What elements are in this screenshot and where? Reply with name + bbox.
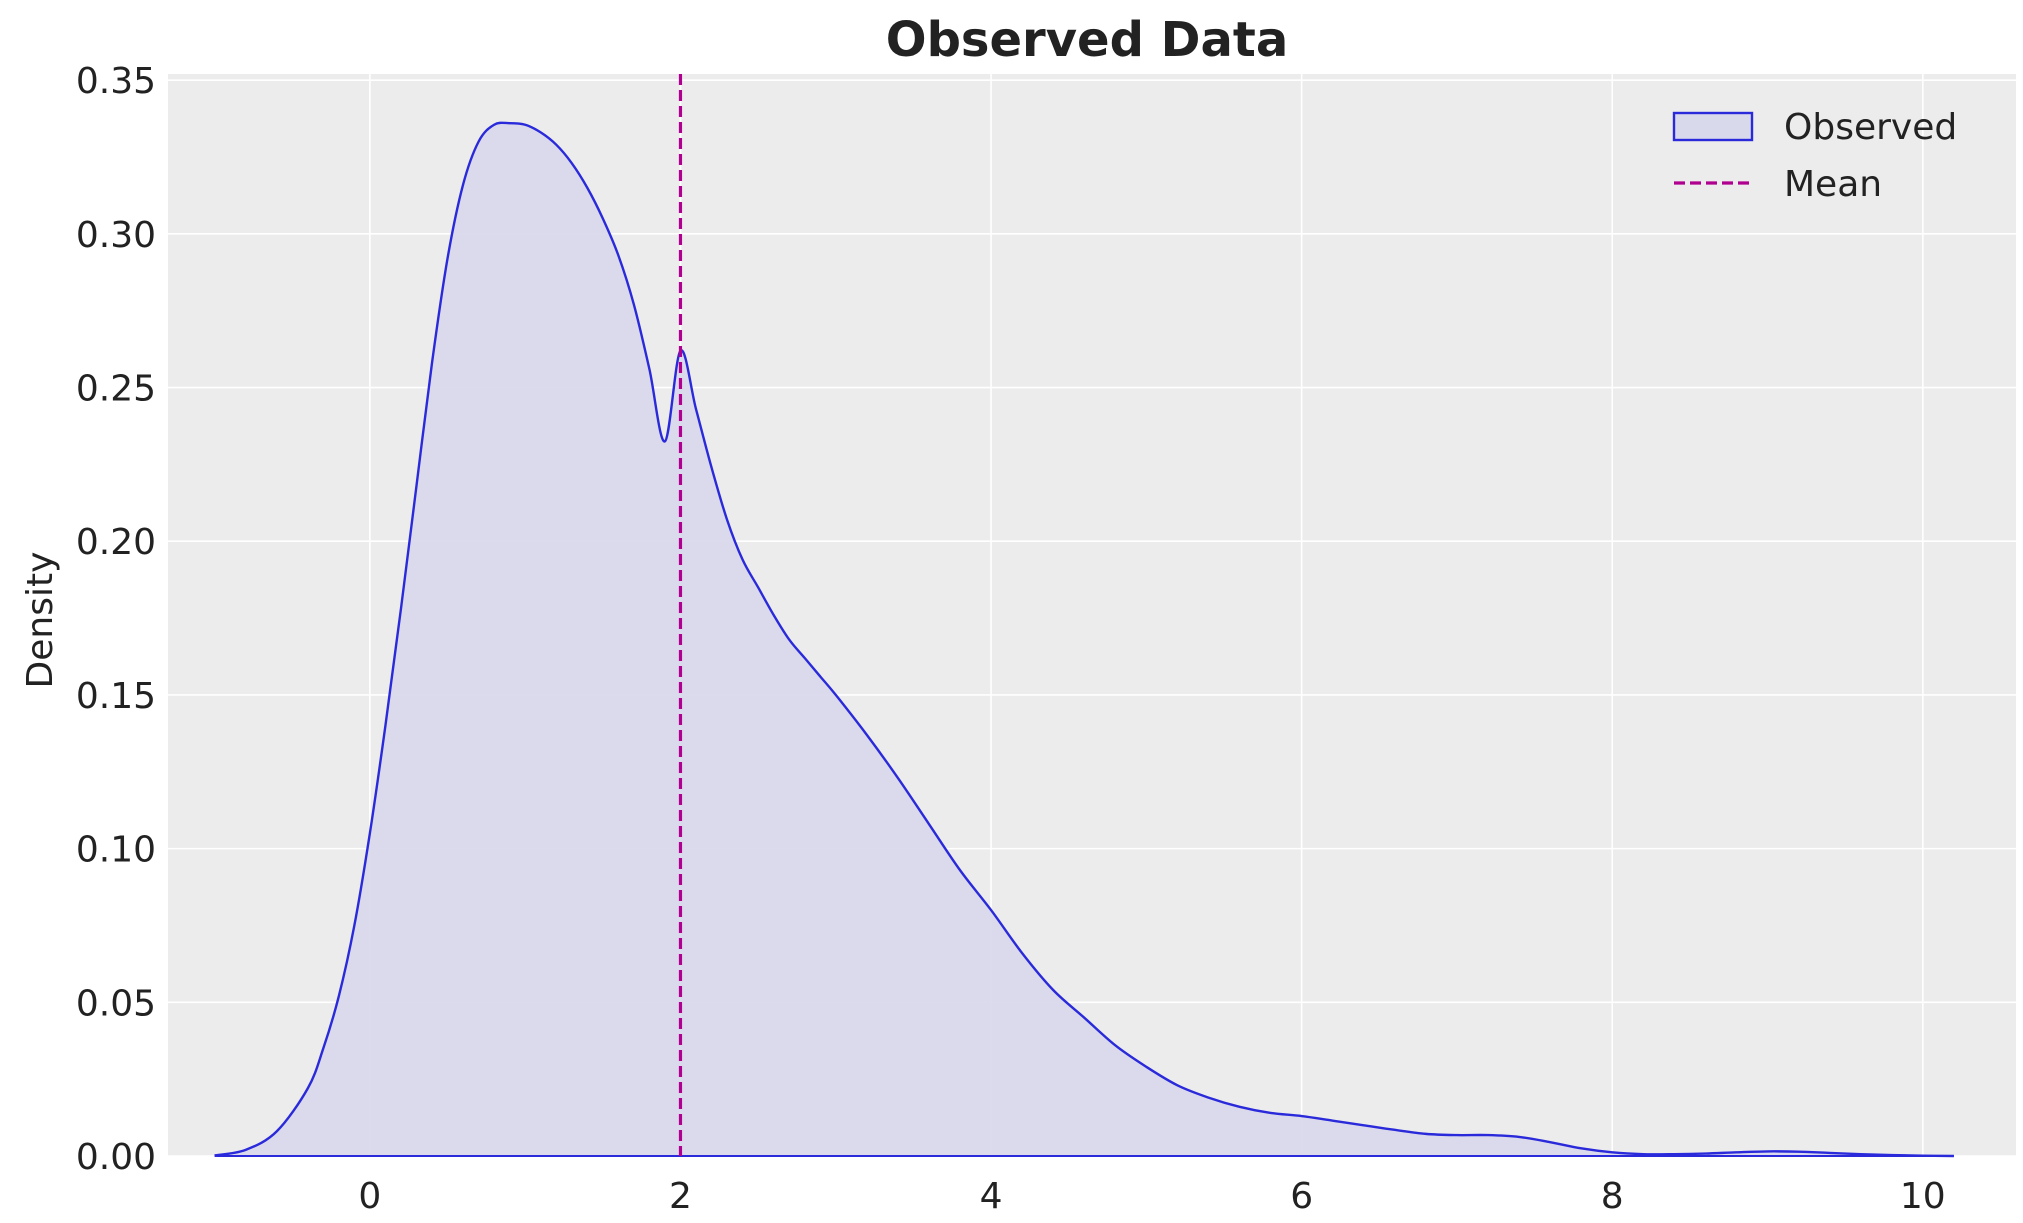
x-tick-label: 10 [1900, 1176, 1946, 1217]
legend-observed-label: Observed [1784, 107, 1957, 148]
kde-fill [214, 122, 1954, 1156]
chart-title: Observed Data [886, 12, 1288, 68]
y-tick-label: 0.20 [76, 522, 156, 563]
y-tick-label: 0.00 [76, 1137, 156, 1178]
x-tick-label: 8 [1601, 1176, 1624, 1217]
legend: Observed Mean [1672, 107, 1957, 205]
kde-curve [214, 121, 1954, 1158]
legend-observed-patch [1672, 111, 1754, 142]
x-tick-label: 4 [980, 1176, 1003, 1217]
y-tick-label: 0.10 [76, 830, 156, 871]
x-tick-label: 0 [358, 1176, 381, 1217]
y-tick-label: 0.30 [76, 215, 156, 256]
y-axis-label: Density [20, 552, 61, 689]
tick-labels: 0 2 4 6 8 10 0.00 0.05 0.10 0.15 0.20 0.25 0.30 0.35 [76, 61, 1946, 1217]
y-tick-label: 0.05 [76, 983, 156, 1024]
x-tick-label: 6 [1290, 1176, 1313, 1217]
kde-area [214, 121, 1954, 1158]
y-tick-label: 0.15 [76, 676, 156, 717]
y-tick-label: 0.25 [76, 369, 156, 410]
legend-mean-label: Mean [1784, 164, 1882, 205]
y-tick-label: 0.35 [76, 61, 156, 102]
x-tick-label: 2 [669, 1176, 692, 1217]
